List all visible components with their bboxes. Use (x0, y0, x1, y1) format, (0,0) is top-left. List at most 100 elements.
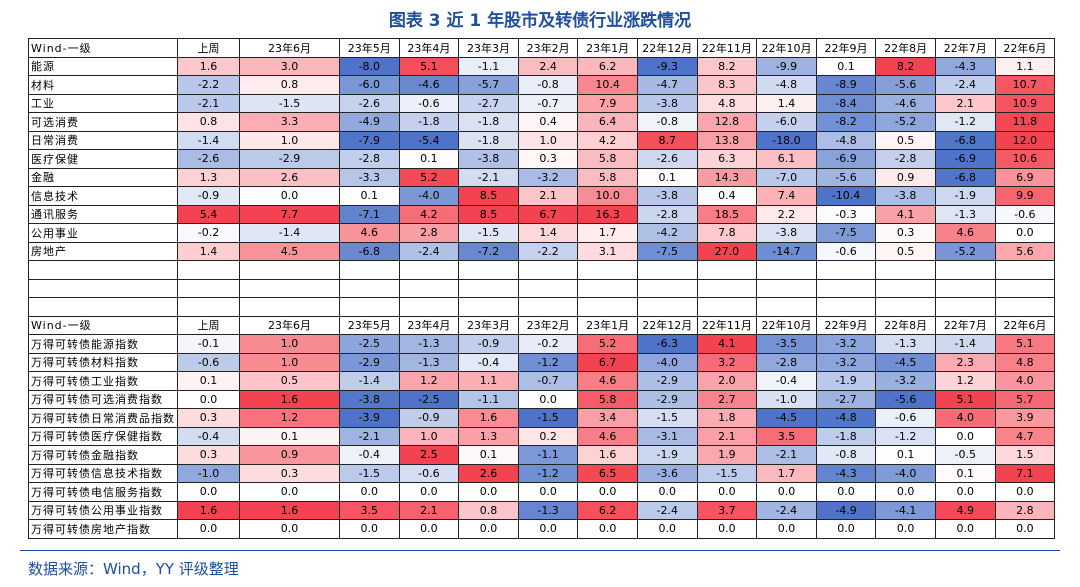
cell: 10.7 (994, 75, 1056, 95)
cell: 7.4 (756, 186, 817, 206)
header-cell: 22年12月 (636, 38, 698, 58)
cell: -8.2 (815, 112, 877, 132)
cell: -4.6 (875, 93, 936, 113)
cell: 0.0 (239, 519, 340, 539)
cell: -7.5 (636, 241, 698, 261)
cell: 6.2 (577, 56, 638, 76)
cell: 2.1 (696, 426, 758, 446)
cell: 0.0 (636, 519, 698, 539)
cell: 4.0 (934, 408, 996, 428)
cell: 0.5 (239, 371, 340, 391)
row: 可选消费 0.8 3.3 -4.9 -1.8 -1.8 0.4 6.4 -0.8 12.8 -6.0… (28, 112, 1056, 132)
header-cell: 23年6月 (239, 38, 340, 58)
empty-cell (458, 297, 519, 317)
header-cell: 23年1月 (577, 315, 638, 335)
cell: 1.2 (398, 371, 460, 391)
cell: -7.5 (815, 223, 877, 243)
cell: -2.6 (636, 149, 698, 169)
cell: 0.0 (994, 482, 1056, 502)
empty-cell (239, 297, 340, 317)
cell: -6.0 (339, 75, 400, 95)
cell: -14.7 (756, 241, 817, 261)
cell: -2.8 (756, 352, 817, 372)
cell: 3.4 (577, 408, 638, 428)
cell: 2.6 (239, 167, 340, 187)
cell: 12.8 (696, 112, 758, 132)
cell: -2.1 (756, 445, 817, 465)
cell: -1.2 (517, 463, 579, 483)
cell: -1.9 (934, 186, 996, 206)
cell: 0.4 (696, 186, 758, 206)
cell: -1.0 (177, 463, 240, 483)
cell: 5.1 (994, 334, 1056, 354)
cell: 0.3 (177, 408, 240, 428)
cell: -10.4 (815, 186, 877, 206)
cell: 2.2 (756, 204, 817, 224)
cell: -1.2 (934, 112, 996, 132)
cell: 3.7 (696, 500, 758, 520)
cell: 6.7 (517, 204, 579, 224)
row-label: 信息技术 (28, 186, 178, 206)
cell: 4.6 (934, 223, 996, 243)
row: 能源 1.6 3.0 -8.0 5.1 -1.1 2.4 6.2 -9.3 8.2 -9.9 0.1 8… (28, 56, 1056, 76)
cell: -3.8 (458, 149, 519, 169)
cell: -5.4 (398, 130, 460, 150)
cell: -2.8 (875, 149, 936, 169)
cell: 0.0 (756, 482, 817, 502)
rule (20, 550, 1060, 551)
cell: -0.9 (177, 186, 240, 206)
cell: 0.1 (934, 463, 996, 483)
cell: -4.8 (815, 130, 877, 150)
cell: 0.0 (239, 482, 340, 502)
cell: -2.7 (815, 389, 877, 409)
header-cell: 22年10月 (756, 315, 817, 335)
cell: -7.9 (339, 130, 400, 150)
cell: 4.2 (398, 204, 460, 224)
cell: -2.1 (339, 426, 400, 446)
empty-cell (994, 297, 1056, 317)
cell: -0.2 (517, 334, 579, 354)
cell: 0.3 (177, 445, 240, 465)
cell: 4.8 (696, 93, 758, 113)
cell: 0.0 (458, 519, 519, 539)
cell: 6.5 (577, 463, 638, 483)
empty-cell (756, 278, 817, 298)
cell: -8.9 (815, 75, 877, 95)
row-label: 医疗保健 (28, 149, 178, 169)
row: 医疗保健 -2.6 -2.9 -2.8 0.1 -3.8 0.3 5.8 -2.6 6.3 6.1-… (28, 149, 1056, 169)
cell: 4.9 (934, 500, 996, 520)
cell: -4.5 (875, 352, 936, 372)
cell: -2.4 (934, 75, 996, 95)
row: 万得可转债信息技术指数 -1.0 0.3 -1.5 -0.6 2.6 -1.2 6.5 -3.6… (28, 463, 1056, 483)
empty-cell (934, 297, 996, 317)
cell: 4.6 (577, 371, 638, 391)
row: 万得可转债医疗保健指数 -0.4 0.1 -2.1 1.0 1.3 0.2 4.6 -3.1 2.… (28, 426, 1056, 446)
header-cell: 上周 (177, 315, 240, 335)
cell: 1.6 (177, 56, 240, 76)
empty-cell (994, 260, 1056, 280)
empty-cell (815, 297, 877, 317)
cell: 8.5 (458, 204, 519, 224)
row-label: 万得可转债可选消费指数 (28, 389, 178, 409)
cell: -3.8 (636, 186, 698, 206)
cell: -8.0 (339, 56, 400, 76)
cell: -1.3 (875, 334, 936, 354)
empty-row (28, 260, 1056, 280)
cell: 0.0 (239, 186, 340, 206)
cell: 5.4 (177, 204, 240, 224)
cell: -1.1 (517, 445, 579, 465)
cell: 5.8 (577, 149, 638, 169)
cell: 5.1 (398, 56, 460, 76)
cell: 1.8 (696, 408, 758, 428)
row-label: 万得可转债工业指数 (28, 371, 178, 391)
cell: 6.2 (577, 500, 638, 520)
cell: 0.2 (517, 426, 579, 446)
cell: 0.0 (177, 519, 240, 539)
cell: -2.2 (177, 75, 240, 95)
header-cell: 23年6月 (239, 315, 340, 335)
cell: 1.0 (239, 334, 340, 354)
header-cell: 22年8月 (875, 315, 936, 335)
header-cell: 22年7月 (934, 38, 996, 58)
empty-cell (458, 278, 519, 298)
cell: -1.2 (875, 426, 936, 446)
